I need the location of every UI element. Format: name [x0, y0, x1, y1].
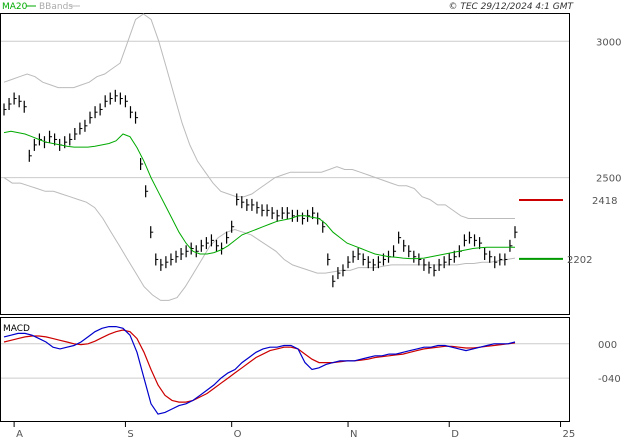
- copyright-text: © TEC 29/12/2024 4:1 GMT: [448, 2, 574, 12]
- price-grid: [1, 40, 569, 179]
- level-lines: 2418 2202: [519, 196, 617, 266]
- bbands-upper-line: [3, 13, 515, 219]
- legend-ma20: MA20: [2, 2, 28, 12]
- macd-lines: [3, 326, 516, 415]
- macd-signal-line: [3, 329, 516, 403]
- macd-grid: [1, 343, 569, 379]
- x-tick-label-0: A: [16, 429, 23, 440]
- macd-label: MACD: [3, 324, 30, 334]
- support-level-label: 2202: [567, 255, 592, 266]
- macd-main-line: [3, 326, 516, 415]
- macd-y-tick-label-0: 000: [598, 340, 617, 351]
- price-y-tick-label-0: 3000: [596, 37, 621, 48]
- x-tick-label-4: D: [451, 429, 459, 440]
- axis-labels: 3000 2500 000 -040 A S O N D 25: [13, 37, 621, 440]
- ma20-polyline: [3, 130, 515, 260]
- ma20-line: [3, 130, 515, 260]
- legend-bbands: BBands: [39, 2, 73, 12]
- price-y-tick-label-1: 2500: [596, 174, 621, 185]
- x-tick-label-5: 25: [563, 429, 576, 440]
- x-tick-label-2: O: [234, 429, 242, 440]
- x-tick-label-3: N: [350, 429, 357, 440]
- price-panel-frame: [0, 13, 570, 315]
- bbands-lower-line: [3, 177, 516, 301]
- x-tick-label-1: S: [127, 429, 133, 440]
- macd-panel-frame: [0, 317, 570, 422]
- bollinger-bands: [3, 13, 516, 301]
- macd-y-tick-label-1: -040: [598, 374, 621, 385]
- resistance-level-label: 2418: [592, 196, 617, 207]
